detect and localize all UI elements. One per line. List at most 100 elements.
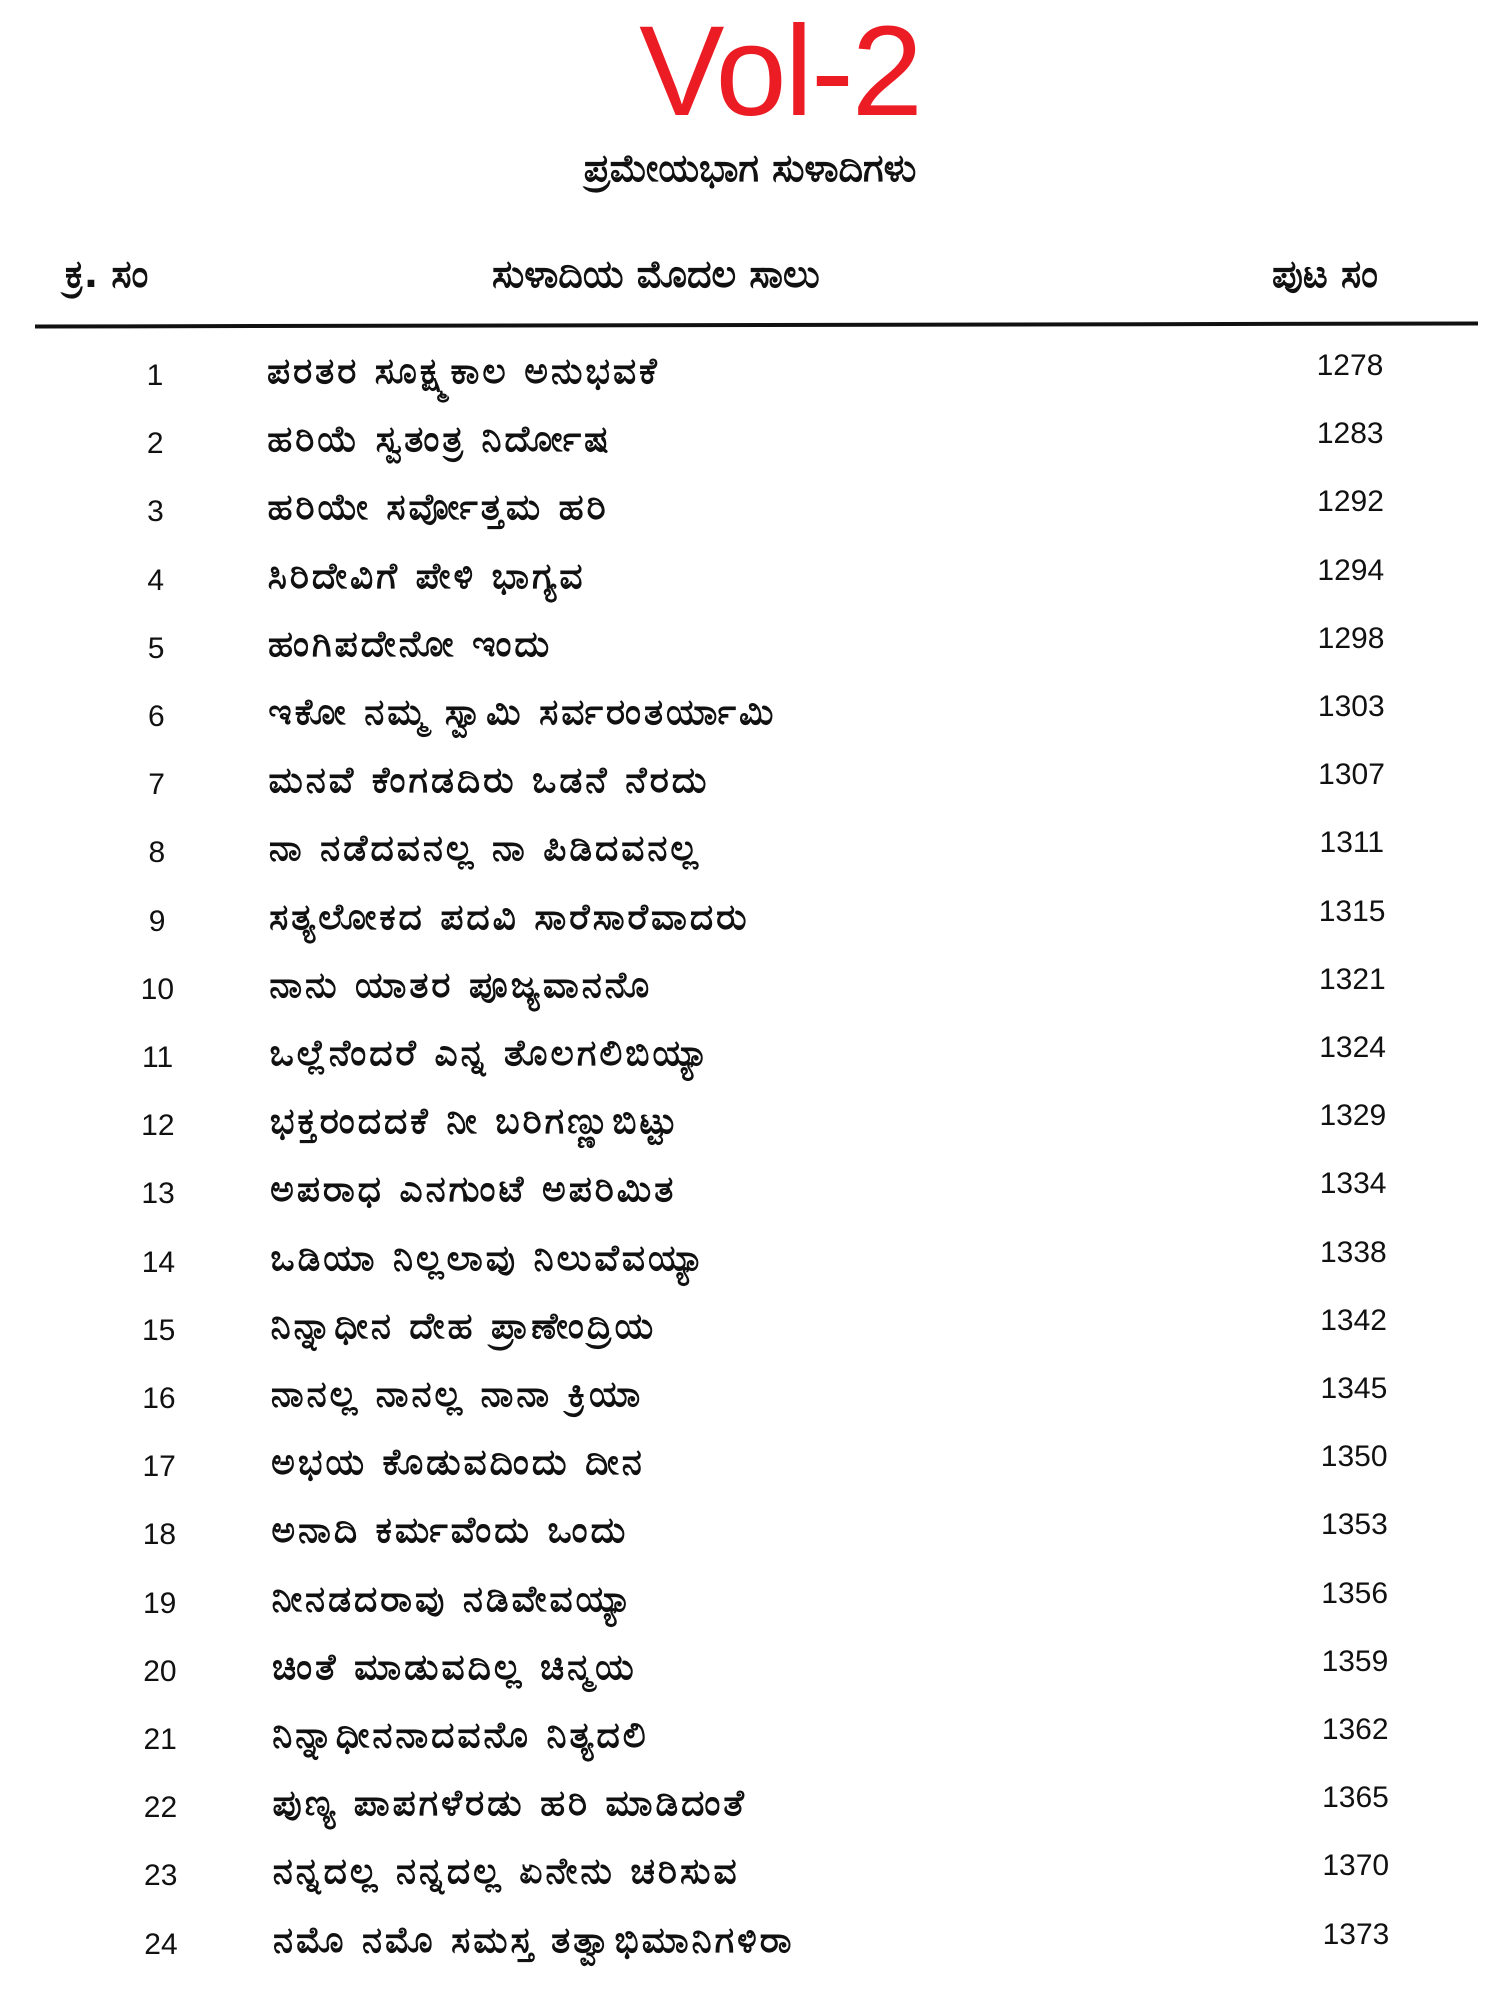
table-row: 15 ನಿನ್ನಾಧೀನ ದೇಹ ಪ್ರಾಣೇಂದ್ರಿಯ 1342 xyxy=(0,1300,1500,1368)
serial-number: 24 xyxy=(144,1927,178,1961)
page-number: 1324 xyxy=(1319,1031,1386,1064)
first-line: ಇಕೋ ನಮ್ಮ ಸ್ವಾಮಿ ಸರ್ವರಂತರ್ಯಾಮಿ xyxy=(268,692,777,733)
serial-number: 22 xyxy=(143,1791,178,1825)
page-number: 1356 xyxy=(1321,1576,1389,1610)
page-number: 1321 xyxy=(1318,962,1386,996)
serial-number: 14 xyxy=(141,1245,176,1279)
first-line: ಒಲ್ಲೆನೆಂದರೆ ಎನ್ನ ತೊಲಗಲಿಬಿಯ್ಯಾ xyxy=(269,1033,712,1074)
table-row: 22 ಪುಣ್ಯ ಪಾಪಗಳೆರಡು ಹರಿ ಮಾಡಿದಂತೆ 1365 xyxy=(0,1777,1500,1845)
table-row: 1 ಪರತರ ಸೂಕ್ಷ್ಮಕಾಲ ಅನುಭವಕೆ 1278 xyxy=(0,345,1500,413)
serial-number: 23 xyxy=(144,1859,178,1893)
page-number: 1342 xyxy=(1320,1303,1387,1337)
table-row: 18 ಅನಾದಿ ಕರ್ಮವೆಂದು ಒಂದು 1353 xyxy=(0,1504,1500,1572)
page-number: 1303 xyxy=(1317,690,1385,723)
serial-number: 16 xyxy=(142,1382,176,1415)
serial-number: 8 xyxy=(148,836,166,870)
first-line: ಅಪರಾಧ ಎನಗುಂಟೆ ಅಪರಿಮಿತ xyxy=(270,1169,677,1211)
page-number: 1359 xyxy=(1321,1644,1389,1678)
first-line: ನಿನ್ನಾಧೀನ ದೇಹ ಪ್ರಾಣೇಂದ್ರಿಯ xyxy=(270,1305,657,1347)
table-row: 17 ಅಭಯ ಕೊಡುವದಿಂದು ದೀನ 1350 xyxy=(0,1436,1500,1504)
first-line: ನನ್ನದಲ್ಲ ನನ್ನದಲ್ಲ ಏನೇನು ಚರಿಸುವ xyxy=(272,1851,740,1893)
first-line: ಪುಣ್ಯ ಪಾಪಗಳೆರಡು ಹರಿ ಮಾಡಿದಂತೆ xyxy=(272,1783,747,1825)
first-line: ಭಕ್ತರಂದದಕೆ ನೀ ಬರಿಗಣ್ಣುಬಿಟ್ಟು xyxy=(269,1101,680,1143)
serial-number: 21 xyxy=(143,1723,177,1756)
first-line: ನಾನು ಯಾತರ ಪೂಜ್ಯವಾನನೊ xyxy=(269,964,653,1006)
serial-number: 9 xyxy=(148,904,166,938)
first-line: ಹಂಗಿಪದೇನೋ ಇಂದು xyxy=(268,623,553,665)
table-row: 12 ಭಕ್ತರಂದದಕೆ ನೀ ಬರಿಗಣ್ಣುಬಿಟ್ಟು 1329 xyxy=(0,1095,1500,1163)
serial-number: 13 xyxy=(141,1177,175,1211)
page-number: 1350 xyxy=(1320,1440,1388,1474)
header-serial-number: ಕ್ರ. ಸಂ xyxy=(65,252,149,296)
page-number: 1329 xyxy=(1319,1099,1387,1133)
first-line: ಚಿಂತೆ ಮಾಡುವದಿಲ್ಲ ಚಿನ್ಮಯ xyxy=(271,1646,637,1688)
serial-number: 10 xyxy=(140,972,175,1006)
serial-number: 3 xyxy=(147,495,164,529)
page-number: 1353 xyxy=(1321,1508,1388,1542)
page-number: 1307 xyxy=(1318,758,1385,792)
table-row: 14 ಒಡಿಯಾ ನಿಲ್ಲಲಾವು ನಿಲುವೆವಯ್ಯಾ 1338 xyxy=(0,1232,1500,1300)
table-row: 5 ಹಂಗಿಪದೇನೋ ಇಂದು 1298 xyxy=(0,618,1500,686)
page-number: 1278 xyxy=(1316,349,1384,382)
volume-label: Vol-2 xyxy=(639,0,923,143)
first-line: ಅಭಯ ಕೊಡುವದಿಂದು ದೀನ xyxy=(271,1442,645,1484)
section-title: ಪ್ರಮೇಯಭಾಗ ಸುಳಾದಿಗಳು xyxy=(583,146,917,190)
first-line: ಸಿರಿದೇವಿಗೆ ಪೇಳಿ ಭಾಗ್ಯವ xyxy=(267,555,586,597)
serial-number: 11 xyxy=(142,1041,174,1074)
first-line: ನಿನ್ನಾಧೀನನಾದವನೊ ನಿತ್ಯದಲಿ xyxy=(272,1715,649,1756)
table-row: 24 ನಮೊ ನಮೊ ಸಮಸ್ತ ತತ್ವಾಭಿಮಾನಿಗಳಿರಾ 1373 xyxy=(0,1914,1500,1982)
serial-number: 19 xyxy=(142,1586,177,1620)
header-divider xyxy=(34,321,1479,329)
table-row: 8 ನಾ ನಡೆದವನಲ್ಲ ನಾ ಪಿಡಿದವನಲ್ಲ 1311 xyxy=(0,822,1500,890)
page-number: 1373 xyxy=(1322,1917,1390,1951)
serial-number: 6 xyxy=(147,700,165,733)
serial-number: 4 xyxy=(147,563,165,597)
table-row: 4 ಸಿರಿದೇವಿಗೆ ಪೇಳಿ ಭಾಗ್ಯವ 1294 xyxy=(0,550,1500,618)
serial-number: 12 xyxy=(141,1109,175,1143)
table-row: 19 ನೀನಡದರಾವು ನಡಿವೇವಯ್ಯಾ 1356 xyxy=(0,1573,1500,1641)
header-page-number: ಪುಟ ಸಂ xyxy=(1272,252,1378,296)
serial-number: 5 xyxy=(147,631,165,665)
serial-number: 18 xyxy=(142,1518,177,1552)
first-line: ಸತ್ಯಲೋಕದ ಪದವಿ ಸಾರೆಸಾರೆವಾದರು xyxy=(269,896,750,938)
page-number: 1362 xyxy=(1321,1713,1389,1746)
serial-number: 20 xyxy=(143,1654,177,1688)
serial-number: 17 xyxy=(142,1450,176,1484)
first-line: ಪರತರ ಸೂಕ್ಷ್ಮಕಾಲ ಅನುಭವಕೆ xyxy=(267,351,660,392)
first-line: ನಮೊ ನಮೊ ಸಮಸ್ತ ತತ್ವಾಭಿಮಾನಿಗಳಿರಾ xyxy=(272,1919,795,1961)
page-number: 1370 xyxy=(1322,1849,1390,1883)
first-line: ಮನವೆ ಕೆಂಗಡದಿರು ಒಡನೆ ನೆರದು xyxy=(268,760,710,802)
header-first-line: ಸುಳಾದಿಯ ಮೊದಲ ಸಾಲು xyxy=(492,252,820,296)
page-number: 1298 xyxy=(1317,621,1385,655)
serial-number: 15 xyxy=(141,1313,176,1347)
serial-number: 7 xyxy=(148,768,165,802)
serial-number: 1 xyxy=(146,359,164,392)
table-row: 7 ಮನವೆ ಕೆಂಗಡದಿರು ಒಡನೆ ನೆರದು 1307 xyxy=(0,754,1500,822)
table-row: 6 ಇಕೋ ನಮ್ಮ ಸ್ವಾಮಿ ಸರ್ವರಂತರ್ಯಾಮಿ 1303 xyxy=(0,686,1500,754)
first-line: ನೀನಡದರಾವು ನಡಿವೇವಯ್ಯಾ xyxy=(271,1578,635,1620)
page-number: 1338 xyxy=(1320,1235,1387,1269)
table-row: 21 ನಿನ್ನಾಧೀನನಾದವನೊ ನಿತ್ಯದಲಿ 1362 xyxy=(0,1709,1500,1777)
first-line: ಒಡಿಯಾ ನಿಲ್ಲಲಾವು ನಿಲುವೆವಯ್ಯಾ xyxy=(270,1237,708,1279)
page-number: 1311 xyxy=(1319,826,1385,860)
first-line: ಹರಿಯೆ ಸ್ವತಂತ್ರ ನಿರ್ದೋಷ xyxy=(267,419,612,461)
page-number: 1365 xyxy=(1322,1781,1389,1815)
page-number: 1345 xyxy=(1320,1372,1388,1405)
table-row: 23 ನನ್ನದಲ್ಲ ನನ್ನದಲ್ಲ ಏನೇನು ಚರಿಸುವ 1370 xyxy=(0,1845,1500,1913)
page-number: 1334 xyxy=(1319,1167,1387,1201)
table-row: 20 ಚಿಂತೆ ಮಾಡುವದಿಲ್ಲ ಚಿನ್ಮಯ 1359 xyxy=(0,1641,1500,1709)
serial-number: 2 xyxy=(146,427,164,461)
table-row: 3 ಹರಿಯೇ ಸರ್ವೋತ್ತಮ ಹರಿ 1292 xyxy=(0,481,1500,549)
table-row: 16 ನಾನಲ್ಲ ನಾನಲ್ಲ ನಾನಾ ಕ್ರಿಯಾ 1345 xyxy=(0,1368,1500,1436)
table-row: 10 ನಾನು ಯಾತರ ಪೂಜ್ಯವಾನನೊ 1321 xyxy=(0,959,1500,1027)
table-row: 13 ಅಪರಾಧ ಎನಗುಂಟೆ ಅಪರಿಮಿತ 1334 xyxy=(0,1163,1500,1231)
first-line: ನಾ ನಡೆದವನಲ್ಲ ನಾ ಪಿಡಿದವನಲ್ಲ xyxy=(268,828,701,870)
table-row: 9 ಸತ್ಯಲೋಕದ ಪದವಿ ಸಾರೆಸಾರೆವಾದರು 1315 xyxy=(0,891,1500,959)
table-row: 11 ಒಲ್ಲೆನೆಂದರೆ ಎನ್ನ ತೊಲಗಲಿಬಿಯ್ಯಾ 1324 xyxy=(0,1027,1500,1095)
table-row: 2 ಹರಿಯೆ ಸ್ವತಂತ್ರ ನಿರ್ದೋಷ 1283 xyxy=(0,413,1500,481)
first-line: ಅನಾದಿ ಕರ್ಮವೆಂದು ಒಂದು xyxy=(271,1510,629,1552)
page-number: 1315 xyxy=(1318,894,1386,928)
page-number: 1292 xyxy=(1317,485,1384,519)
page-number: 1283 xyxy=(1316,417,1384,451)
first-line: ನಾನಲ್ಲ ನಾನಲ್ಲ ನಾನಾ ಕ್ರಿಯಾ xyxy=(270,1374,644,1415)
